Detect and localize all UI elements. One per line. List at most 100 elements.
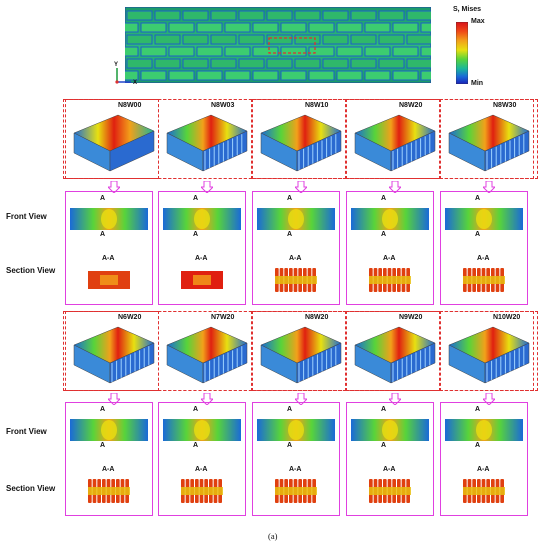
front-view-contour <box>257 419 335 446</box>
model-3d-contour-n8w20 <box>351 111 437 180</box>
section-cut-marker-bot: A <box>475 442 481 449</box>
model-label-n10w20: N10W20 <box>493 314 521 321</box>
front-view-contour <box>163 208 241 235</box>
view-panel-n8w10 <box>252 191 340 305</box>
section-cut-marker-top: A <box>381 406 387 413</box>
axis-y-label: Y <box>114 62 119 68</box>
model-panel-n10w20 <box>440 311 534 391</box>
figure-caption: (a) <box>268 531 278 541</box>
axis-x-label: X <box>133 80 138 86</box>
down-arrow-icon <box>481 180 497 198</box>
section-view-label-1: Section View <box>6 266 56 275</box>
section-cut-marker-top: A <box>193 406 199 413</box>
model-label-n8w30: N8W30 <box>493 102 517 109</box>
section-cut-marker-top: A <box>100 195 106 202</box>
section-tag: A-A <box>289 255 302 262</box>
section-view-contour <box>461 476 507 511</box>
section-view-label-2: Section View <box>6 484 56 493</box>
section-view-contour <box>367 265 413 300</box>
section-cut-marker-bot: A <box>193 231 199 238</box>
section-view-contour <box>367 476 413 511</box>
model-label-n8w20: N8W20 <box>305 314 329 321</box>
section-tag: A-A <box>102 255 115 262</box>
section-tag: A-A <box>289 466 302 473</box>
model-panel-n8w30 <box>440 99 534 179</box>
legend-colorbar <box>455 21 469 85</box>
top-specimen-contour <box>112 6 447 84</box>
section-tag: A-A <box>383 255 396 262</box>
view-panel-n8w00 <box>65 191 153 305</box>
section-view-contour <box>461 265 507 300</box>
view-panel-n9w20 <box>346 402 434 516</box>
front-view-contour <box>351 208 429 235</box>
front-view-contour <box>70 419 148 446</box>
model-label-n8w03: N8W03 <box>211 102 235 109</box>
section-view-contour <box>86 476 132 511</box>
section-cut-marker-bot: A <box>100 231 106 238</box>
view-panel-n8w03 <box>158 191 246 305</box>
front-view-contour <box>351 419 429 446</box>
down-arrow-icon <box>199 180 215 198</box>
model-3d-contour-n8w10 <box>257 111 343 180</box>
front-view-contour <box>445 419 523 446</box>
section-tag: A-A <box>477 255 490 262</box>
section-tag: A-A <box>195 466 208 473</box>
section-cut-marker-top: A <box>100 406 106 413</box>
axis-triad-top <box>111 62 137 88</box>
model-3d-contour-n9w20 <box>351 323 437 392</box>
section-view-contour <box>273 265 319 300</box>
section-cut-marker-top: A <box>287 406 293 413</box>
down-arrow-icon <box>293 180 309 198</box>
section-tag: A-A <box>477 466 490 473</box>
model-label-n7w20: N7W20 <box>211 314 235 321</box>
front-view-label-2: Front View <box>6 427 47 436</box>
section-cut-marker-bot: A <box>475 231 481 238</box>
view-panel-n8w30 <box>440 191 528 305</box>
section-cut-marker-bot: A <box>381 442 387 449</box>
section-tag: A-A <box>383 466 396 473</box>
front-view-contour <box>70 208 148 235</box>
model-panel-n7w20 <box>158 311 252 391</box>
section-cut-marker-top: A <box>193 195 199 202</box>
model-3d-contour-n6w20 <box>70 323 156 392</box>
front-view-contour <box>163 419 241 446</box>
model-label-n8w10: N8W10 <box>305 102 329 109</box>
model-label-n6w20: N6W20 <box>118 314 142 321</box>
model-label-n8w00: N8W00 <box>118 102 142 109</box>
section-view-contour <box>179 265 225 300</box>
down-arrow-icon <box>106 180 122 198</box>
section-view-contour <box>179 476 225 511</box>
model-panel-n8w20 <box>346 99 440 179</box>
legend-min-label: Min <box>471 80 484 87</box>
view-panel-n7w20 <box>158 402 246 516</box>
section-cut-marker-top: A <box>475 406 481 413</box>
view-panel-n6w20 <box>65 402 153 516</box>
model-3d-contour-n8w30 <box>445 111 531 180</box>
model-label-n9w20: N9W20 <box>399 314 423 321</box>
model-3d-contour-n8w03 <box>163 111 249 180</box>
section-tag: A-A <box>102 466 115 473</box>
section-cut-marker-bot: A <box>287 442 293 449</box>
model-3d-contour-n7w20 <box>163 323 249 392</box>
section-tag: A-A <box>195 255 208 262</box>
front-view-contour <box>257 208 335 235</box>
model-panel-n8w20 <box>252 311 346 391</box>
model-panel-n8w10 <box>252 99 346 179</box>
section-cut-marker-bot: A <box>100 442 106 449</box>
section-cut-marker-bot: A <box>381 231 387 238</box>
legend-title: S, Mises <box>453 6 482 13</box>
model-panel-n9w20 <box>346 311 440 391</box>
model-3d-contour-n10w20 <box>445 323 531 392</box>
section-cut-marker-top: A <box>381 195 387 202</box>
down-arrow-icon <box>387 180 403 198</box>
model-3d-contour-n8w20 <box>257 323 343 392</box>
section-cut-marker-top: A <box>475 195 481 202</box>
legend-max-label: Max <box>471 18 485 25</box>
section-cut-marker-bot: A <box>287 231 293 238</box>
front-view-contour <box>445 208 523 235</box>
model-3d-contour-n8w00 <box>70 111 156 180</box>
section-cut-marker-bot: A <box>193 442 199 449</box>
model-panel-n8w03 <box>158 99 252 179</box>
front-view-label-1: Front View <box>6 212 47 221</box>
section-cut-marker-top: A <box>287 195 293 202</box>
